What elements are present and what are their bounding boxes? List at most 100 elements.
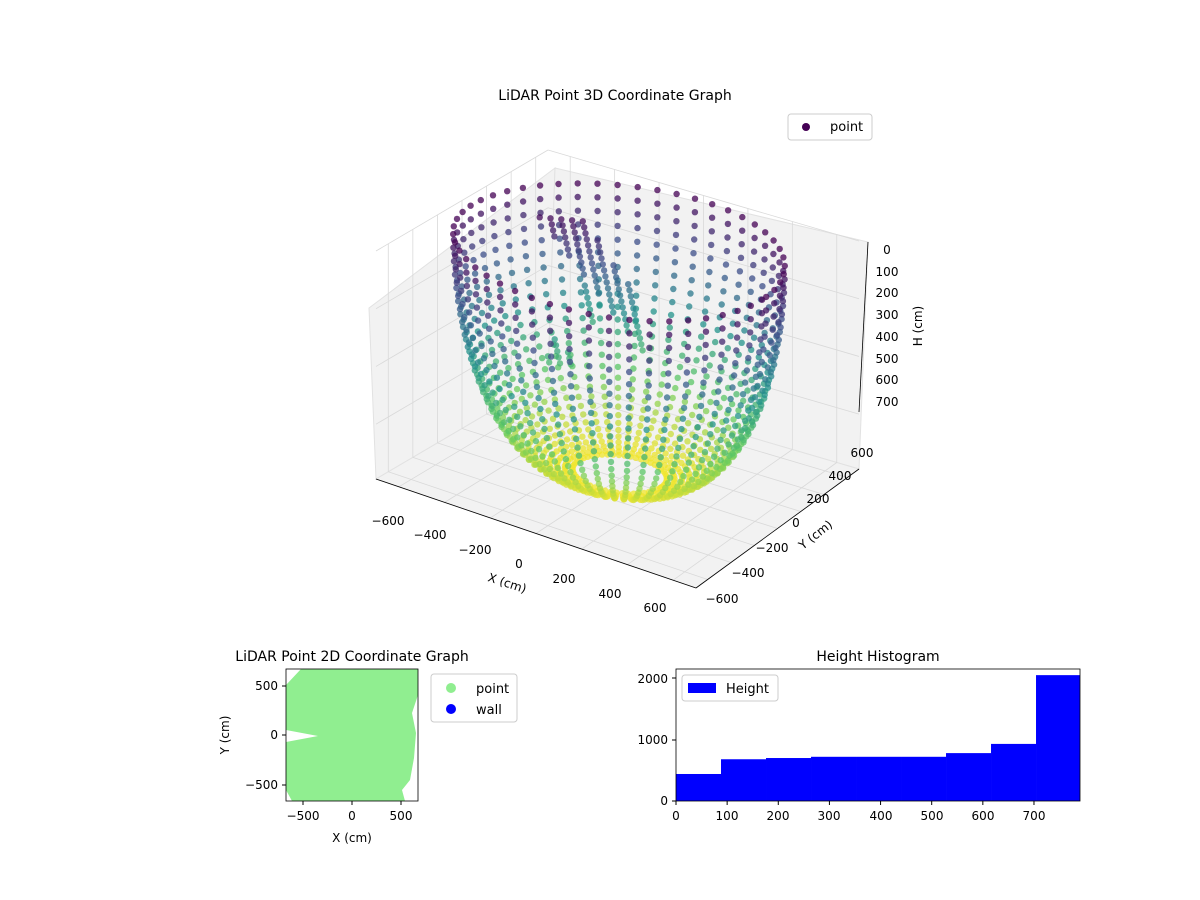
lidar-point	[453, 279, 460, 286]
lidar-point	[625, 281, 632, 288]
lidar-point	[569, 474, 577, 481]
lidar-point	[719, 311, 726, 319]
z-tick-label: 200	[876, 286, 899, 300]
lidar-point	[522, 382, 530, 389]
lidar-point	[583, 236, 590, 243]
lidar-point	[537, 389, 544, 396]
lidar-point	[548, 353, 555, 360]
lidar-point	[653, 227, 661, 235]
lidar-point	[564, 246, 572, 253]
lidar-point	[481, 382, 488, 389]
lidar-point	[579, 265, 586, 272]
lidar-point	[513, 327, 520, 335]
histogram-y-ticks: 0 1000 2000	[637, 672, 676, 808]
lidar-point	[595, 243, 603, 250]
lidar-point	[536, 460, 543, 468]
lidar-point	[734, 436, 741, 443]
lidar-point	[582, 439, 590, 446]
lidar-point	[559, 289, 567, 296]
x-tick-label: 600	[644, 601, 667, 615]
histogram-bars	[676, 675, 1080, 801]
lidar-point	[676, 363, 684, 371]
lidar-point	[646, 357, 653, 364]
lidar-point	[500, 419, 508, 426]
lidar-point	[607, 458, 615, 466]
lidar-point	[632, 441, 639, 448]
lidar-point	[756, 398, 763, 405]
lidar-point	[725, 406, 732, 414]
lidar-point	[517, 423, 524, 430]
lidar-point	[522, 399, 529, 406]
lidar-point	[664, 480, 671, 487]
lidar-point	[607, 442, 614, 449]
lidar-point	[614, 328, 621, 336]
lidar-point	[541, 398, 548, 405]
lidar-point	[708, 470, 716, 477]
lidar-point	[523, 346, 530, 353]
lidar-point	[780, 284, 787, 291]
lidar-point	[673, 190, 680, 198]
lidar-point	[462, 263, 469, 270]
lidar-point	[502, 312, 509, 320]
lidar-point	[708, 214, 716, 221]
lidar-point	[691, 222, 698, 230]
lidar-point	[620, 310, 628, 317]
lidar-point	[470, 256, 477, 264]
lidar-point	[527, 392, 534, 399]
y-tick-label: 600	[851, 446, 874, 460]
lidar-point	[692, 470, 699, 477]
lidar-point	[656, 461, 663, 469]
lidar-point	[478, 224, 485, 231]
lidar-point	[700, 321, 707, 328]
lidar-point	[556, 431, 564, 438]
lidar-point	[546, 300, 554, 308]
lidar-point	[596, 302, 603, 309]
lidar-point	[701, 448, 709, 456]
lidar-point	[537, 405, 544, 413]
lidar-point	[579, 218, 586, 225]
lidar-point	[644, 416, 651, 423]
lidar-point	[600, 267, 608, 274]
lidar-point	[566, 358, 574, 365]
y-tick-label: −600	[706, 592, 739, 606]
legend-height-swatch	[688, 683, 716, 693]
lidar-point	[632, 317, 640, 324]
lidar-point	[671, 461, 678, 468]
x-tick-label: 0	[348, 809, 356, 823]
lidar-point	[598, 451, 606, 458]
x-tick-label: 200	[553, 572, 576, 586]
chart-2d-title: LiDAR Point 2D Coordinate Graph	[235, 649, 468, 665]
lidar-point	[679, 452, 687, 459]
lidar-point	[528, 308, 536, 315]
lidar-point	[478, 309, 486, 317]
lidar-point	[750, 334, 758, 341]
lidar-point	[721, 274, 728, 282]
lidar-point	[532, 437, 540, 445]
lidar-point	[751, 221, 758, 228]
lidar-point	[690, 443, 697, 450]
lidar-point	[724, 207, 732, 214]
lidar-point	[614, 394, 622, 401]
lidar-point	[488, 304, 495, 311]
lidar-point	[661, 426, 668, 434]
lidar-point	[691, 236, 698, 243]
lidar-point	[690, 368, 698, 375]
lidar-point	[684, 356, 691, 364]
lidar-point	[524, 410, 531, 417]
lidar-point	[671, 272, 678, 279]
lidar-point	[668, 453, 675, 460]
lidar-point	[588, 420, 595, 427]
lidar-point	[689, 263, 696, 270]
lidar-point	[675, 444, 682, 452]
lidar-point	[504, 201, 511, 208]
lidar-point	[717, 364, 724, 371]
lidar-point	[596, 432, 604, 439]
lidar-point	[567, 428, 574, 435]
lidar-point	[780, 271, 787, 278]
lidar-point	[556, 235, 563, 242]
lidar-point	[683, 369, 691, 376]
lidar-point	[613, 274, 620, 281]
legend-histogram: Height	[681, 674, 779, 702]
lidar-point	[717, 457, 724, 464]
lidar-point	[582, 477, 589, 485]
